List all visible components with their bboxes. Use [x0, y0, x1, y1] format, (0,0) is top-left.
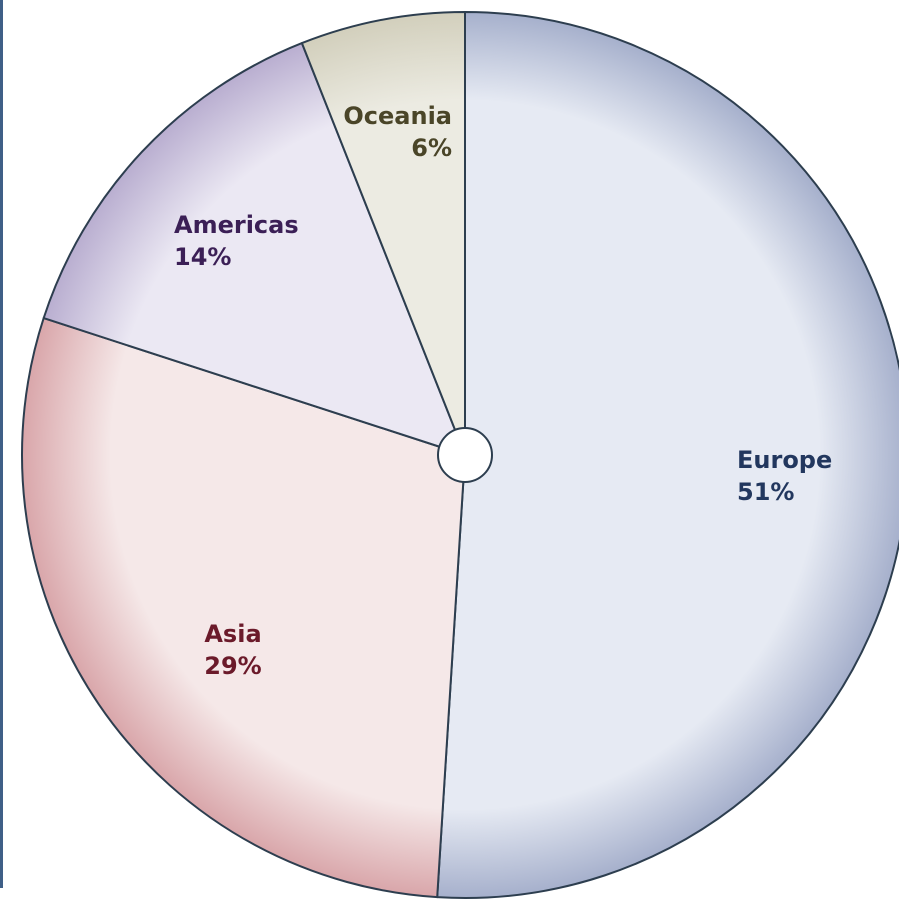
pie-slices: [21, 11, 899, 899]
pie-slice-europe: [436, 11, 899, 899]
slice-label-oceania: Oceania: [343, 102, 452, 130]
pie-slice-americas: [42, 42, 466, 456]
slice-percent-asia: 29%: [204, 652, 261, 680]
pie-labels: Europe 51% Asia 29% Americas 14% Oceania 6%: [174, 102, 832, 680]
slice-label-europe: Europe: [737, 446, 832, 474]
pie-slice-asia: [21, 317, 466, 899]
pie-slice-oceania: [300, 11, 466, 456]
slice-percent-americas: 14%: [174, 243, 231, 271]
slice-label-americas: Americas: [174, 211, 299, 239]
center-hole: [437, 427, 493, 483]
slice-percent-oceania: 6%: [411, 134, 452, 162]
left-border-rule: [0, 0, 3, 888]
slice-percent-europe: 51%: [737, 478, 794, 506]
slice-label-asia: Asia: [204, 620, 261, 648]
